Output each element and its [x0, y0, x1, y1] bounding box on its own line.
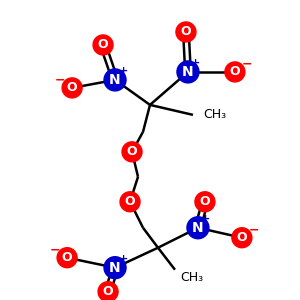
Circle shape	[122, 142, 142, 162]
Text: N: N	[109, 73, 121, 87]
Circle shape	[57, 248, 77, 268]
Text: N: N	[192, 221, 204, 235]
Text: −: −	[249, 223, 259, 236]
Circle shape	[104, 69, 126, 91]
Text: +: +	[191, 58, 201, 68]
Text: O: O	[125, 195, 135, 208]
Text: O: O	[62, 251, 72, 264]
Text: −: −	[50, 243, 60, 256]
Circle shape	[93, 35, 113, 55]
Circle shape	[225, 62, 245, 82]
Text: CH₃: CH₃	[180, 271, 203, 284]
Text: O: O	[67, 81, 77, 94]
Text: O: O	[230, 65, 240, 78]
Text: N: N	[182, 65, 194, 79]
Circle shape	[62, 78, 82, 98]
Text: O: O	[103, 285, 113, 298]
Circle shape	[177, 61, 199, 83]
Circle shape	[120, 192, 140, 212]
Circle shape	[98, 282, 118, 300]
Text: −: −	[242, 57, 252, 70]
Circle shape	[176, 22, 196, 42]
Text: O: O	[237, 231, 247, 244]
Circle shape	[187, 217, 209, 239]
Text: CH₃: CH₃	[203, 108, 226, 122]
Text: O: O	[98, 38, 108, 51]
Text: +: +	[118, 66, 128, 76]
Circle shape	[104, 257, 126, 279]
Text: O: O	[127, 145, 137, 158]
Text: O: O	[181, 26, 191, 38]
Circle shape	[195, 192, 215, 212]
Text: +: +	[118, 254, 128, 264]
Text: −: −	[55, 74, 65, 86]
Circle shape	[232, 228, 252, 248]
Text: N: N	[109, 261, 121, 275]
Text: +: +	[201, 214, 211, 224]
Text: O: O	[200, 195, 210, 208]
